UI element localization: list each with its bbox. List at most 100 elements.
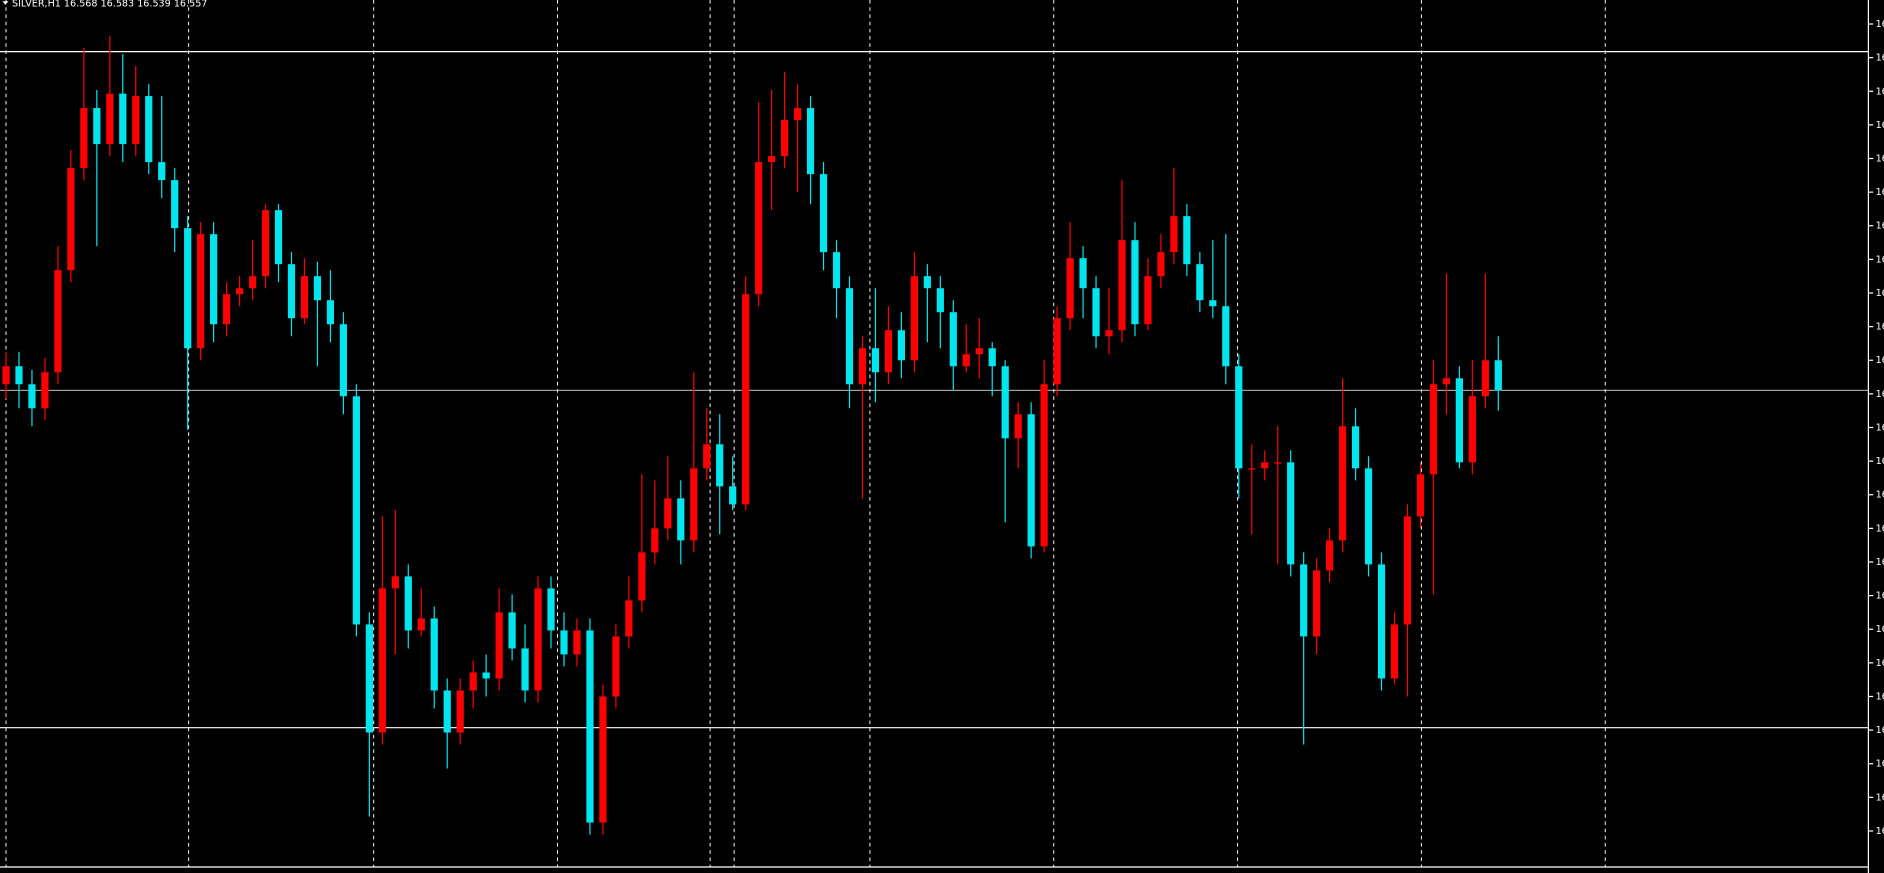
chart-title: SILVER,H1 16.568 16.583 16.539 16.557 [12,0,207,10]
candle-body [339,324,348,397]
candle-body [1027,414,1035,547]
candle-body [897,330,905,361]
candle-body [1429,384,1438,475]
candle-body [1209,300,1217,307]
candle-body [1377,564,1386,679]
candle-body [274,210,283,265]
y-tick-label: 16 [1876,523,1884,534]
candle-body [235,288,244,295]
candle-body [67,168,75,271]
y-tick-label: 16 [1876,725,1884,736]
candle-body [210,234,218,325]
candle-body [651,528,659,553]
y-tick-label: 16 [1876,254,1884,265]
y-tick-label: 16 [1876,792,1884,803]
candle-body [1300,564,1308,637]
candle-body [261,210,270,277]
candle-body [326,300,335,325]
candle-body [2,366,10,385]
candle-body [1494,360,1502,391]
y-tick-label: 16 [1876,389,1884,400]
candle-body [1196,264,1204,301]
candle-body [729,486,737,505]
candle-body [248,276,257,289]
candle-body [936,288,944,313]
y-tick-label: 16 [1876,591,1884,602]
y-tick-label: 16 [1876,53,1884,64]
y-tick-label: 16 [1876,826,1884,837]
candle-body [184,228,192,349]
y-tick-label: 16 [1876,691,1884,702]
y-tick-label: 16 [1876,759,1884,770]
candle-body [1157,252,1165,277]
candle-body [417,618,425,631]
candle-body [1131,240,1139,325]
candle-body [106,93,114,145]
candle-body [1416,474,1425,517]
candle-body [1364,468,1373,565]
y-tick-label: 16 [1876,557,1884,568]
candle-body [80,108,88,169]
candle-body [586,630,594,823]
candle-body [28,384,36,409]
candle-body [1248,468,1256,470]
y-tick-label: 16 [1876,221,1884,232]
candle-body [742,294,750,505]
candle-body [819,174,828,253]
candle-body [806,108,815,175]
candle-body [560,630,568,655]
candle-body [573,630,581,655]
candle-body [197,234,205,349]
candle-body [352,396,360,625]
candle-body [93,108,101,145]
candle-body [690,468,698,541]
candle-body [404,576,412,631]
candle-body [1235,366,1243,469]
candle-body [599,696,607,823]
candle-body [1092,288,1100,337]
candle-body [793,108,802,121]
candle-body [300,276,309,319]
candle-body [430,618,438,691]
candle-body [1144,276,1152,325]
candle-body [677,498,685,541]
candle-body [975,348,983,355]
candle-body [132,96,140,145]
candle-body [910,276,918,361]
y-tick-label: 16 [1876,355,1884,366]
candle-body [858,348,867,385]
candle-body [1442,378,1451,385]
candle-body [443,690,451,733]
candle-body [1001,366,1009,439]
candle-body [703,444,711,469]
candle-body [884,330,893,373]
candle-body [15,366,23,385]
candle-body [1183,216,1191,265]
candle-body [1040,384,1048,547]
candle-body [1287,462,1295,565]
title-marker [2,1,9,5]
candle-body [1403,516,1412,625]
candle-body [1014,414,1022,439]
y-tick-label: 16 [1876,120,1884,131]
candle-body [1170,216,1178,253]
candle-body [547,588,555,631]
candle-body [313,276,322,301]
candle-body [378,588,386,733]
candle-body [1079,258,1087,289]
candle-body [469,672,477,691]
candle-body [845,288,854,385]
candle-body [456,690,464,733]
candle-body [988,348,996,367]
candle-body [612,636,620,697]
candle-body [1338,426,1347,541]
candle-body [171,180,179,229]
candle-body [365,624,373,733]
candle-body [145,96,153,163]
y-tick-label: 16 [1876,86,1884,97]
y-tick-label: 16 [1876,490,1884,501]
y-tick-label: 16 [1876,658,1884,669]
